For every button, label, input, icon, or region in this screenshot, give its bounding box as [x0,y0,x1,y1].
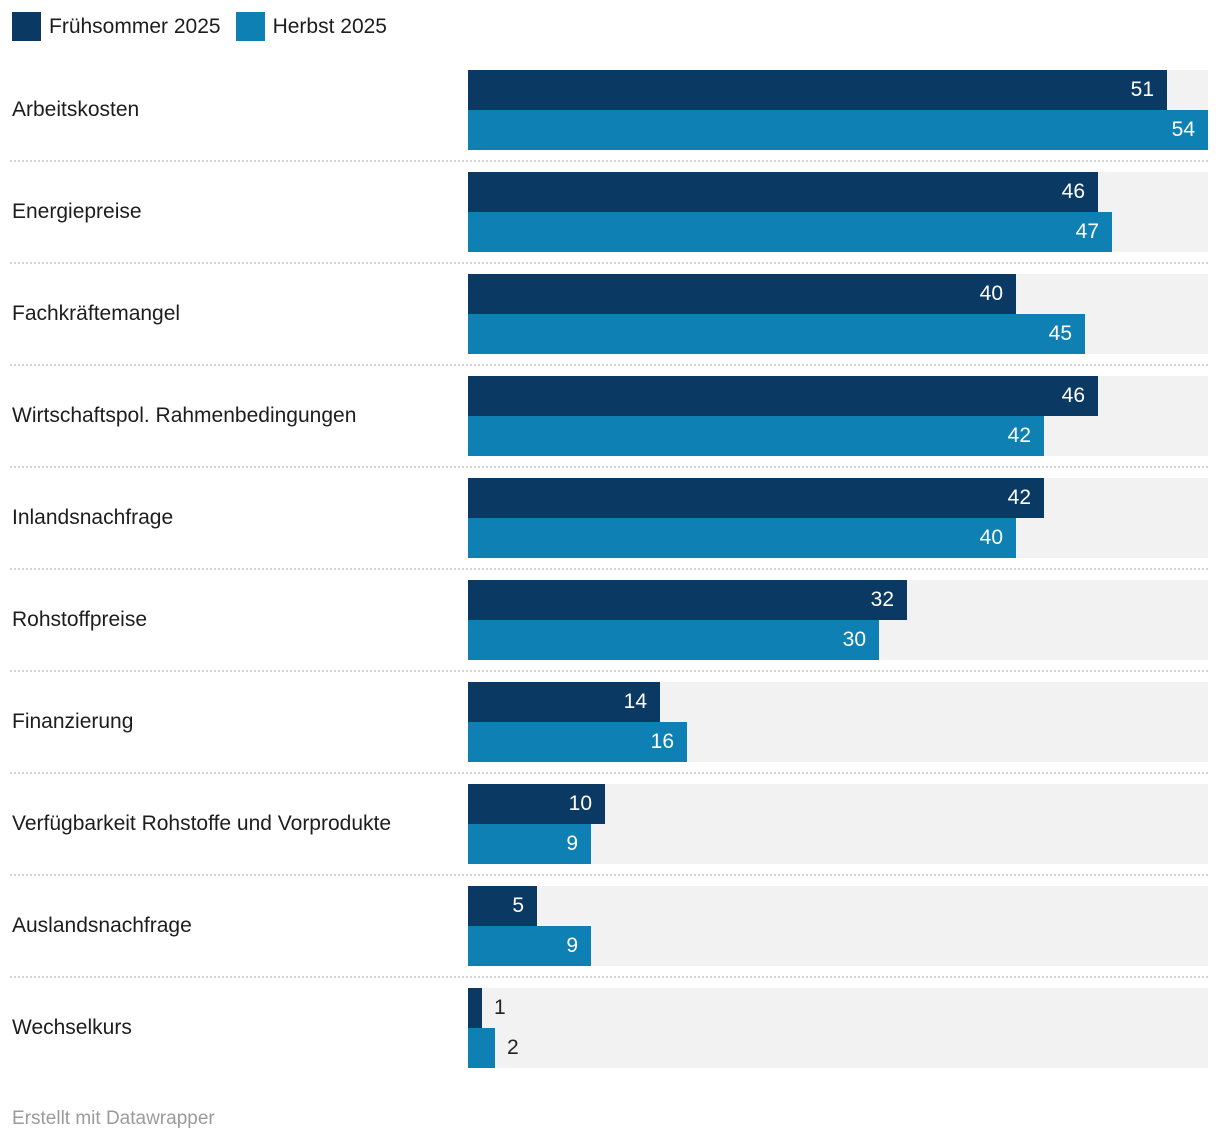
bar-track: 10 9 [468,784,1208,864]
bar-group: Wechselkurs 1 2 [0,988,1220,1068]
value-label: 47 [1075,220,1099,243]
value-label: 54 [1171,118,1195,141]
bar-fruehsommer-2025: 14 [468,682,660,722]
bar-herbst-2025: 42 [468,416,1044,456]
value-label: 40 [979,526,1003,549]
value-label: 32 [870,588,894,611]
bar-fruehsommer-2025: 10 [468,784,605,824]
bar-group: Rohstoffpreise 32 30 [0,580,1220,672]
bar-track: 51 54 [468,70,1208,150]
bar-track: 46 47 [468,172,1208,252]
bar-herbst-2025: 54 [468,110,1208,150]
value-label: 1 [494,996,506,1019]
bar-fruehsommer-2025: 1 [468,988,506,1028]
legend-label-fruehsommer: Frühsommer 2025 [49,15,221,38]
value-label: 16 [650,730,674,753]
bar-fruehsommer-2025: 46 [468,376,1098,416]
legend-label-herbst: Herbst 2025 [272,15,387,38]
bar-group: Energiepreise 46 47 [0,172,1220,264]
bar-group: Verfügbarkeit Rohstoffe und Vorprodukte 1… [0,784,1220,876]
value-label: 51 [1130,78,1154,101]
category-label: Wirtschaftspol. Rahmenbedingungen [12,404,357,427]
bar-fruehsommer-2025: 32 [468,580,907,620]
legend-swatch-herbst-icon [235,12,265,41]
bar-track: 32 30 [468,580,1208,660]
bar-herbst-2025: 9 [468,824,591,864]
legend-item-fruehsommer: Frühsommer 2025 [12,12,221,41]
bar-group: Arbeitskosten 51 54 [0,70,1220,162]
category-label: Arbeitskosten [12,98,140,121]
legend: Frühsommer 2025 Herbst 2025 [12,12,387,41]
bar-herbst-2025: 47 [468,212,1112,252]
value-label: 46 [1061,384,1085,407]
value-label: 30 [842,628,866,651]
datawrapper-attribution-link[interactable]: Erstellt mit Datawrapper [12,1108,215,1129]
category-label: Inlandsnachfrage [12,506,174,529]
bar-fruehsommer-2025: 5 [468,886,537,926]
value-label: 10 [568,792,592,815]
bar-fruehsommer-2025: 46 [468,172,1098,212]
bar-chart: Arbeitskosten 51 54 Energiepreise 46 47 Fachkr… [0,70,1220,1090]
value-label: 45 [1048,322,1072,345]
value-label: 9 [566,934,578,957]
bar-group: Fachkräftemangel 40 45 [0,274,1220,366]
bar-herbst-2025: 16 [468,722,687,762]
value-label: 2 [507,1036,519,1059]
category-label: Rohstoffpreise [12,608,148,631]
bar-herbst-2025: 45 [468,314,1085,354]
value-label: 42 [1007,486,1031,509]
bar-fruehsommer-2025: 42 [468,478,1044,518]
category-label: Wechselkurs [12,1016,132,1039]
bar-herbst-2025: 40 [468,518,1016,558]
bar-track: 40 45 [468,274,1208,354]
category-label: Finanzierung [12,710,134,733]
bar-herbst-2025: 2 [468,1028,519,1068]
value-label: 14 [623,690,647,713]
category-label: Auslandsnachfrage [12,914,192,937]
value-label: 9 [566,832,578,855]
bar-group: Inlandsnachfrage 42 40 [0,478,1220,570]
category-label: Fachkräftemangel [12,302,181,325]
bar-track: 46 42 [468,376,1208,456]
bar-fruehsommer-2025: 51 [468,70,1167,110]
category-label: Energiepreise [12,200,142,223]
bar-group: Wirtschaftspol. Rahmenbedingungen 46 42 [0,376,1220,468]
legend-swatch-fruehsommer-icon [12,12,41,41]
bar-fruehsommer-2025: 40 [468,274,1016,314]
value-label: 40 [979,282,1003,305]
bar-herbst-2025: 30 [468,620,879,660]
bar-track: 42 40 [468,478,1208,558]
value-label: 5 [512,894,524,917]
bar-group: Finanzierung 14 16 [0,682,1220,774]
bar-herbst-2025: 9 [468,926,591,966]
legend-item-herbst: Herbst 2025 [235,12,387,41]
bar-group: Auslandsnachfrage 5 9 [0,886,1220,978]
bar-track: 14 16 [468,682,1208,762]
value-label: 46 [1061,180,1085,203]
value-label: 42 [1007,424,1031,447]
category-label: Verfügbarkeit Rohstoffe und Vorprodukte [12,812,392,835]
